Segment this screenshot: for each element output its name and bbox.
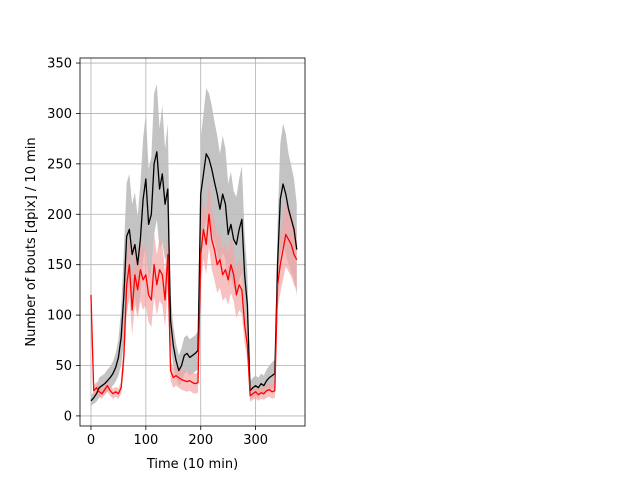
y-tick-label: 150	[47, 258, 72, 273]
series-1-band	[90, 84, 297, 406]
series-2-line	[90, 213, 298, 397]
y-tick-label: 300	[47, 107, 72, 122]
y-tick-label: 200	[47, 208, 72, 223]
plot-frame	[79, 57, 306, 427]
y-tick-label: 250	[47, 157, 72, 172]
y-tick-label: 100	[47, 309, 72, 324]
series-1-line	[90, 151, 298, 402]
y-axis-label: Number of bouts [dpix] / 10 min	[24, 137, 39, 346]
x-tick-label: 0	[87, 433, 95, 448]
x-tick-label: 300	[243, 433, 268, 448]
confidence-bands	[90, 84, 297, 406]
x-tick-label: 200	[188, 433, 213, 448]
y-tick-label: 0	[64, 409, 72, 424]
y-tick-label: 350	[47, 57, 72, 72]
y-tick-label: 50	[55, 359, 72, 374]
series-lines	[90, 151, 298, 402]
axis-ticks: 0 100 200 300 0 50 100 150 200 250 300 350	[47, 57, 268, 448]
x-tick-label: 100	[133, 433, 158, 448]
series-2-band	[90, 182, 297, 402]
x-axis-label: Time (10 min)	[146, 457, 238, 472]
